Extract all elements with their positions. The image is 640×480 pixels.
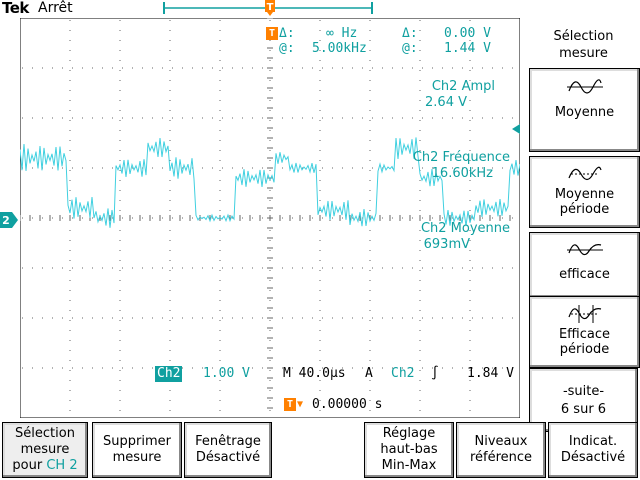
ch2-ground-marker[interactable]: 2 <box>0 212 18 228</box>
side-menu-title: Sélection mesure <box>529 20 638 66</box>
bottom-btn-high-low-line2: haut-bas <box>380 442 438 457</box>
scale-trigger-source: Ch2 <box>391 366 415 381</box>
bottom-btn-select-measure-line3: pour <box>12 458 43 473</box>
position-arrow-icon: ▼ <box>297 399 304 410</box>
measurement-ampl-value: 2.64 V <box>425 95 467 110</box>
horizontal-position-value: 0.00000 s <box>312 397 383 412</box>
side-btn-efficace-periode[interactable]: Efficace période <box>529 296 640 368</box>
graticule <box>20 18 513 411</box>
side-menu-title-line1: Sélection <box>553 29 614 44</box>
bottom-btn-high-low-line1: Réglage <box>382 426 436 441</box>
bottom-btn-indicators[interactable]: Indicat. Désactivé <box>548 422 638 478</box>
bottom-btn-select-measure[interactable]: Sélection mesure pour CH 2 <box>2 422 88 478</box>
bottom-btn-delete-measure-line1: Supprimer <box>103 434 171 449</box>
acquisition-state: Arrêt <box>38 0 73 16</box>
measurement-mean-value: 693mV <box>423 237 470 252</box>
side-menu: Sélection mesure Moyenne Moyenne période… <box>529 18 640 432</box>
bottom-btn-gating-line1: Fenêtrage <box>195 434 261 449</box>
bottom-btn-indicators-line2: Désactivé <box>560 450 626 465</box>
bottom-btn-indicators-line1: Indicat. <box>568 434 618 449</box>
mean-icon <box>566 79 603 94</box>
cursor-at-volt: 1.44 V <box>444 41 491 56</box>
side-btn-moyenne[interactable]: Moyenne <box>529 68 640 152</box>
status-bar: Tek Arrêt T <box>0 0 530 18</box>
bottom-btn-gating-line2: Désactivé <box>195 450 261 465</box>
bottom-btn-select-measure-line2: mesure <box>20 442 70 457</box>
measurement-ampl-label: Ch2 Ampl <box>431 79 495 94</box>
side-btn-moyenne-label: Moyenne <box>554 105 615 120</box>
side-btn-efficace-periode-label2: période <box>559 342 610 357</box>
side-menu-title-line2: mesure <box>559 46 608 61</box>
measurement-frequency-label: Ch2 Fréquence <box>412 150 510 165</box>
trigger-position-icon: T <box>265 0 275 16</box>
scale-trigger-level: 1.84 V <box>467 366 514 381</box>
side-btn-moyenne-periode[interactable]: Moyenne période <box>529 156 640 228</box>
measurement-ampl: Ch2 Ampl 2.64 V <box>380 79 495 111</box>
waveform-display[interactable] <box>20 18 520 418</box>
cursor-delta-volt-label: Δ: <box>402 26 418 41</box>
side-btn-efficace-label: efficace <box>559 267 610 282</box>
trigger-cursor-icon: T <box>266 27 278 40</box>
cycle-rms-icon <box>567 305 601 323</box>
bottom-btn-high-low[interactable]: Réglage haut-bas Min-Max <box>364 422 454 478</box>
trigger-slope-icon: ∫ <box>431 366 439 381</box>
bottom-btn-delete-measure[interactable]: Supprimer mesure <box>92 422 182 478</box>
ch2-waveform-trace <box>20 137 520 228</box>
trigger-level-marker[interactable] <box>512 124 520 134</box>
measurement-mean-label: Ch2 Moyenne <box>420 221 510 236</box>
bottom-btn-reference-levels-line1: Niveaux <box>474 434 528 449</box>
ch2-marker-label: 2 <box>2 214 10 227</box>
cursor-at-freq: 5.00kHz <box>312 41 367 56</box>
cursor-at-volt-label: @: <box>402 41 418 56</box>
bottom-btn-select-measure-line1: Sélection <box>15 426 75 441</box>
cursor-at-label: @: <box>279 41 295 56</box>
side-btn-efficace-periode-label: Efficace <box>558 327 611 342</box>
side-btn-efficace[interactable]: efficace <box>529 232 640 298</box>
bottom-btn-select-measure-channel: CH 2 <box>46 458 78 473</box>
measurement-mean: Ch2 Moyenne 693mV <box>380 221 510 253</box>
cursor-delta-volt: 0.00 V <box>444 26 491 41</box>
cursor-delta-freq: ∞ Hz <box>326 26 358 41</box>
bottom-btn-reference-levels[interactable]: Niveaux référence <box>456 422 546 478</box>
cursor-delta-label: Δ: <box>279 26 295 41</box>
side-btn-suite-page: 6 sur 6 <box>560 402 607 417</box>
cursor-readout: T Δ: ∞ Hz Δ: 0.00 V @: 5.00kHz @: 1.44 V <box>266 26 502 56</box>
side-btn-suite[interactable]: -suite- 6 sur 6 <box>529 368 638 432</box>
side-btn-moyenne-periode-label2: période <box>559 202 610 217</box>
bottom-btn-reference-levels-line2: référence <box>469 450 533 465</box>
measurement-frequency-value: 16.60kHz <box>431 166 493 181</box>
scale-trigger-mode: A <box>365 366 373 381</box>
svg-text:T: T <box>267 2 274 13</box>
bottom-btn-delete-measure-line2: mesure <box>112 450 162 465</box>
scale-channel-badge: Ch2 <box>155 366 183 382</box>
side-btn-moyenne-periode-label: Moyenne <box>554 187 615 202</box>
cycle-mean-icon <box>567 166 602 181</box>
scale-timebase: M 40.0µs <box>283 366 346 381</box>
brand-logo: Tek <box>2 0 29 17</box>
scale-readout: Ch2 1.00 V M 40.0µs A Ch2 ∫ 1.84 V <box>155 366 525 382</box>
trigger-position-marker-icon: T <box>284 398 296 411</box>
bottom-btn-gating[interactable]: Fenêtrage Désactivé <box>184 422 272 478</box>
side-btn-suite-label: -suite- <box>562 384 605 399</box>
measurement-frequency: Ch2 Fréquence 16.60kHz <box>380 150 510 182</box>
bottom-btn-high-low-line3: Min-Max <box>381 458 437 473</box>
rms-icon <box>566 244 603 256</box>
scale-volts-div: 1.00 V <box>203 366 250 381</box>
